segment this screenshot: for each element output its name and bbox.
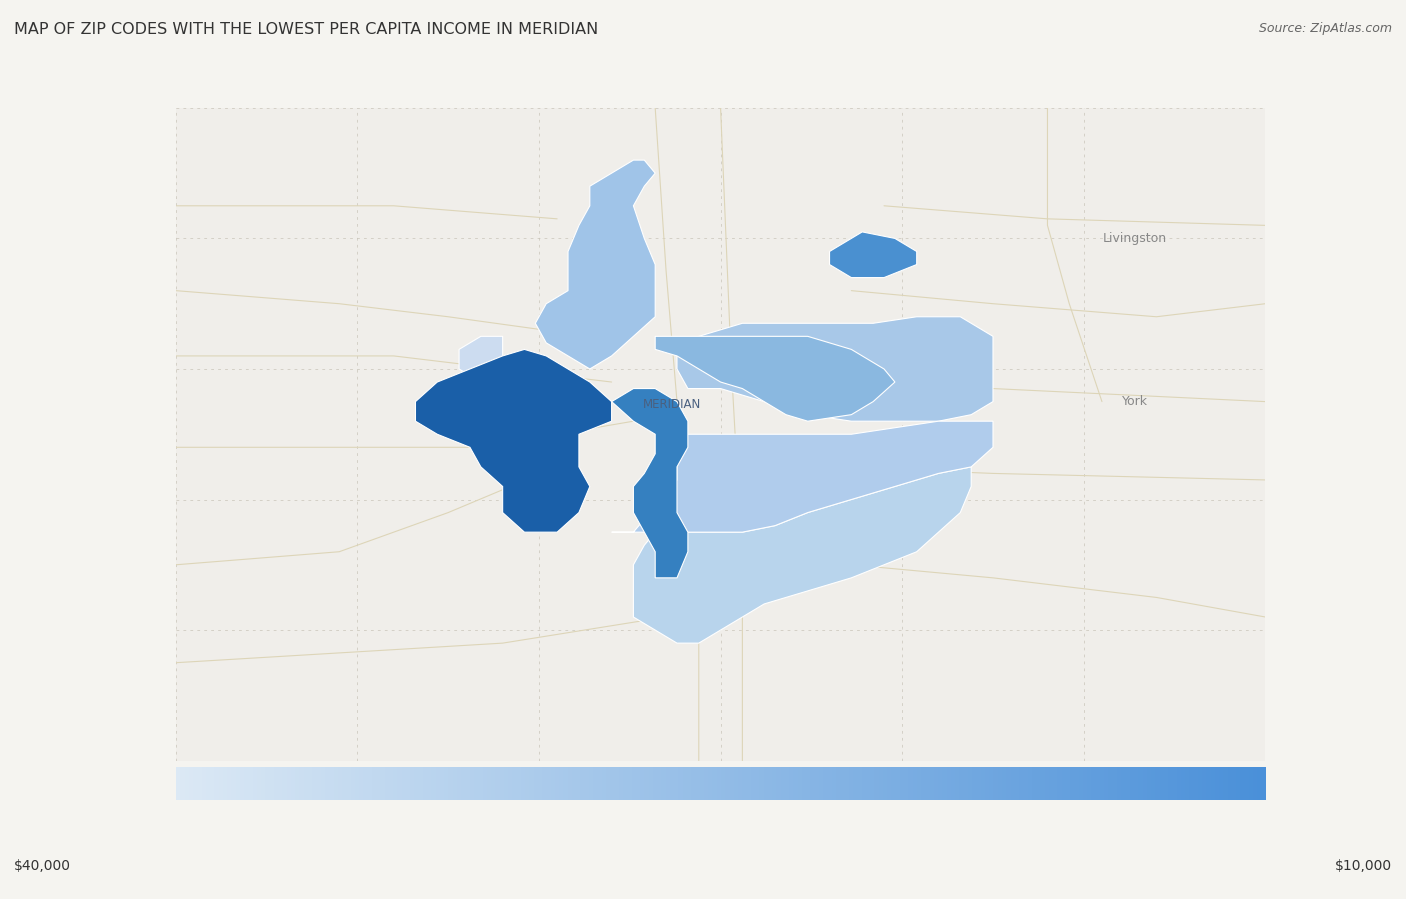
Polygon shape [536,160,655,369]
Text: MERIDIAN: MERIDIAN [643,398,700,412]
Text: $10,000: $10,000 [1334,859,1392,873]
Text: MAP OF ZIP CODES WITH THE LOWEST PER CAPITA INCOME IN MERIDIAN: MAP OF ZIP CODES WITH THE LOWEST PER CAP… [14,22,599,38]
Polygon shape [458,336,503,382]
Text: York: York [1122,396,1147,408]
Polygon shape [678,316,993,422]
Polygon shape [655,336,896,422]
Polygon shape [830,232,917,278]
Polygon shape [612,388,688,578]
Polygon shape [612,422,993,532]
Text: $40,000: $40,000 [14,859,72,873]
Text: Source: ZipAtlas.com: Source: ZipAtlas.com [1258,22,1392,35]
Polygon shape [416,350,612,532]
Text: Livingston: Livingston [1102,232,1167,245]
Polygon shape [633,467,972,643]
